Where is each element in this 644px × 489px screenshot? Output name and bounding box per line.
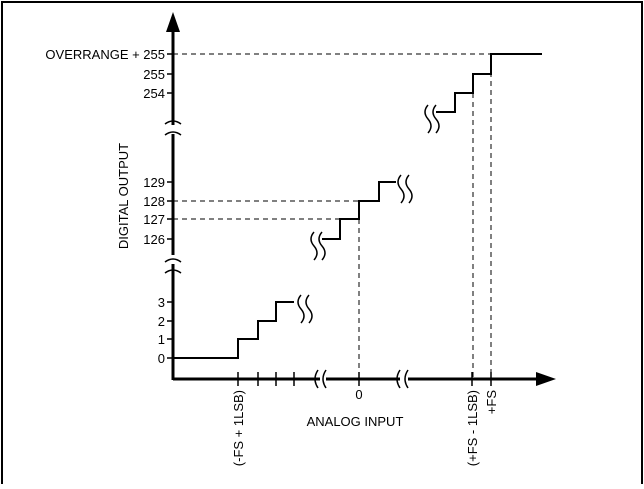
y-label-2: 2 bbox=[158, 314, 165, 329]
y-label-129: 129 bbox=[143, 175, 165, 190]
y-label-127: 127 bbox=[143, 212, 165, 227]
staircase-high-codes bbox=[436, 53, 542, 113]
break-before-code-126 bbox=[310, 231, 326, 261]
y-axis-labels: OVERRANGE + 255 255 254 129 128 127 126 … bbox=[45, 47, 165, 366]
x-label-pos-fs-minus-1lsb: (+FS - 1LSB) bbox=[465, 390, 480, 466]
y-label-126: 126 bbox=[143, 232, 165, 247]
y-label-255: 255 bbox=[143, 67, 165, 82]
dashed-reference-lines bbox=[173, 53, 492, 379]
x-axis-title: ANALOG INPUT bbox=[307, 414, 404, 429]
x-label-zero: 0 bbox=[355, 387, 362, 402]
axes bbox=[171, 28, 540, 381]
y-label-1: 1 bbox=[158, 332, 165, 347]
y-label-3: 3 bbox=[158, 295, 165, 310]
y-axis-arrowhead bbox=[166, 12, 180, 32]
break-after-code-3 bbox=[297, 294, 313, 324]
y-axis-break-upper bbox=[164, 120, 182, 136]
break-before-code-254 bbox=[424, 104, 440, 134]
x-axis-arrowhead bbox=[536, 372, 556, 386]
staircase-mid-codes bbox=[322, 181, 396, 240]
x-label-pos-fs: +FS bbox=[484, 390, 499, 415]
staircase-break-marks bbox=[297, 104, 440, 324]
y-label-overrange: OVERRANGE + 255 bbox=[45, 47, 165, 62]
x-axis-break-left bbox=[314, 369, 327, 389]
break-after-code-129 bbox=[397, 174, 413, 204]
axis-break-marks bbox=[164, 120, 409, 389]
y-label-254: 254 bbox=[143, 86, 165, 101]
staircase-low-codes bbox=[174, 301, 294, 359]
y-axis-break-lower bbox=[164, 258, 182, 274]
y-axis-title: DIGITAL OUTPUT bbox=[116, 143, 131, 249]
x-label-neg-fs: (-FS + 1LSB) bbox=[231, 390, 246, 466]
y-label-128: 128 bbox=[143, 194, 165, 209]
y-axis-ticks bbox=[167, 53, 173, 359]
y-label-0: 0 bbox=[158, 351, 165, 366]
transfer-staircase bbox=[174, 53, 542, 359]
x-axis-break-right bbox=[396, 369, 409, 389]
